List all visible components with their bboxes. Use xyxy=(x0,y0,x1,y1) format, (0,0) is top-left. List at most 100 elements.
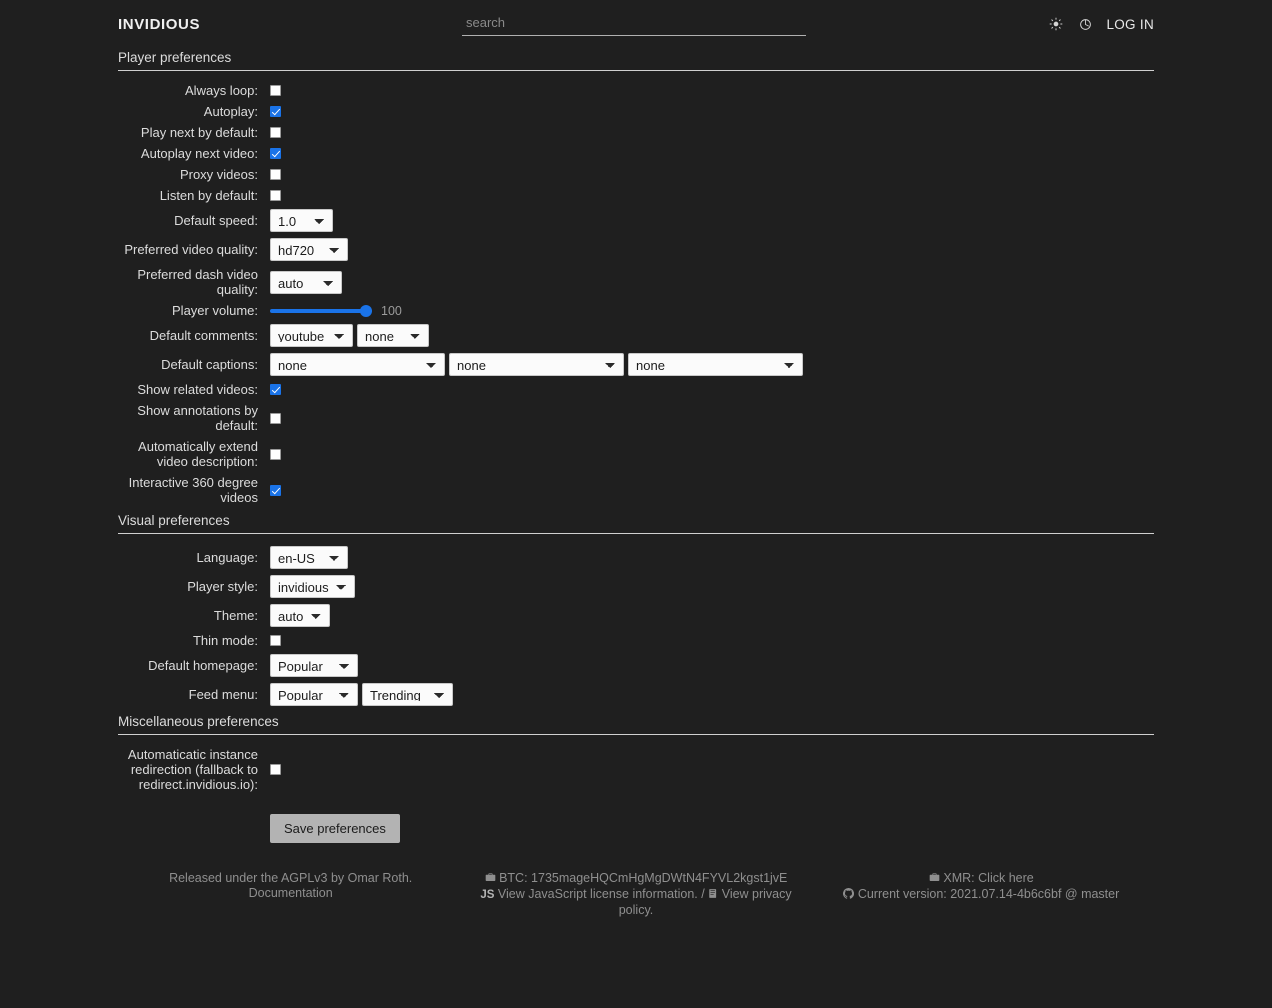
select-captions-2[interactable]: none xyxy=(449,353,624,376)
checkbox-interactive-360[interactable] xyxy=(270,484,281,496)
select-dash-quality[interactable]: auto xyxy=(270,270,342,294)
footer-btc-label: BTC: xyxy=(499,871,528,885)
preferences-page: Player preferences Always loop: Autoplay… xyxy=(0,48,1272,843)
login-link[interactable]: LOG IN xyxy=(1106,16,1154,32)
sun-icon[interactable] xyxy=(1048,16,1064,32)
select-theme[interactable]: auto xyxy=(270,604,330,627)
label-play-next: Play next by default: xyxy=(140,125,258,140)
select-comments-primary[interactable]: youtube xyxy=(270,324,353,347)
label-extend-description: Automatically extend video description: xyxy=(138,439,258,469)
navbar-left: INVIDIOUS xyxy=(0,16,352,33)
select-default-speed[interactable]: 1.0 xyxy=(270,209,333,232)
pref-row-autoplay: Autoplay: xyxy=(118,104,1154,119)
label-related-videos: Show related videos: xyxy=(137,382,258,397)
briefcase-icon xyxy=(485,872,496,887)
pref-row-proxy-videos: Proxy videos: xyxy=(118,167,1154,182)
navbar-center xyxy=(352,12,1048,36)
pref-row-dash-quality: Preferred dash video quality: auto xyxy=(118,267,1154,297)
pref-row-player-style: Player style: invidious xyxy=(118,575,1154,598)
footer-btc-address[interactable]: 1735mageHQCmHgMgDWtN4FYVL2kgst1jvE xyxy=(531,871,788,885)
brand-logo[interactable]: INVIDIOUS xyxy=(118,15,201,33)
pref-row-autoplay-next: Autoplay next video: xyxy=(118,146,1154,161)
label-default-speed: Default speed: xyxy=(174,213,258,228)
footer-version-link[interactable]: Current version: 2021.07.14-4b6c6bf @ ma… xyxy=(857,887,1120,901)
section-title-misc: Miscellaneous preferences xyxy=(118,712,1154,735)
navbar: INVIDIOUS LOG IN xyxy=(0,0,1272,46)
footer-separator: / xyxy=(701,887,705,901)
pref-row-listen-default: Listen by default: xyxy=(118,188,1154,203)
pref-row-feed-menu: Feed menu: Popular Trending xyxy=(118,683,1154,706)
label-listen-default: Listen by default: xyxy=(159,188,258,203)
checkbox-autoplay[interactable] xyxy=(270,106,281,117)
select-video-quality[interactable]: hd720 xyxy=(270,238,348,261)
label-comments: Default comments: xyxy=(149,328,258,343)
pref-row-default-speed: Default speed: 1.0 xyxy=(118,209,1154,232)
save-preferences-button[interactable]: Save preferences xyxy=(270,814,400,843)
label-theme: Theme: xyxy=(213,608,258,623)
label-autoplay: Autoplay: xyxy=(203,104,258,119)
select-feed-menu-1[interactable]: Popular xyxy=(270,683,358,706)
label-dash-quality: Preferred dash video quality: xyxy=(137,267,258,297)
save-row: Save preferences xyxy=(118,814,1154,843)
checkbox-listen-default[interactable] xyxy=(270,190,281,201)
checkbox-extend-description[interactable] xyxy=(270,448,281,460)
footer-license-text: Released under the AGPLv3 by Omar Roth. xyxy=(169,871,413,885)
label-autoplay-next: Autoplay next video: xyxy=(140,146,258,161)
footer-btc-column: BTC: 1735mageHQCmHgMgDWtN4FYVL2kgst1jvE … xyxy=(463,871,808,918)
pref-row-theme: Theme: auto xyxy=(118,604,1154,627)
pref-row-annotations: Show annotations by default: xyxy=(118,403,1154,433)
pref-row-video-quality: Preferred video quality: hd720 xyxy=(118,238,1154,261)
volume-value: 100 xyxy=(381,303,402,318)
checkbox-thin-mode[interactable] xyxy=(270,635,281,646)
label-proxy-videos: Proxy videos: xyxy=(179,167,258,182)
select-captions-1[interactable]: none xyxy=(270,353,445,376)
pref-row-comments: Default comments: youtube none xyxy=(118,324,1154,347)
pref-row-always-loop: Always loop: xyxy=(118,83,1154,98)
footer-js-license-link[interactable]: View JavaScript license information. xyxy=(497,887,698,901)
footer-xmr-label: XMR: xyxy=(943,871,975,885)
select-captions-3[interactable]: none xyxy=(628,353,803,376)
footer-privacy-link[interactable]: View privacy policy. xyxy=(618,887,792,917)
label-auto-redirect: Automaticatic instance redirection (fall… xyxy=(127,747,258,792)
slider-player-volume[interactable] xyxy=(270,304,372,317)
label-language: Language: xyxy=(196,550,258,565)
label-thin-mode: Thin mode: xyxy=(192,633,258,648)
footer: Released under the AGPLv3 by Omar Roth. … xyxy=(0,871,1272,918)
checkbox-related-videos[interactable] xyxy=(270,384,281,395)
label-interactive-360: Interactive 360 degree videos xyxy=(128,475,258,505)
select-player-style[interactable]: invidious xyxy=(270,575,355,598)
pref-row-auto-redirect: Automaticatic instance redirection (fall… xyxy=(118,747,1154,792)
label-captions: Default captions: xyxy=(161,357,258,372)
checkbox-play-next[interactable] xyxy=(270,127,281,138)
pref-row-captions: Default captions: none none none xyxy=(118,353,1154,376)
book-icon xyxy=(708,888,718,903)
section-title-visual: Visual preferences xyxy=(118,511,1154,534)
label-player-style: Player style: xyxy=(187,579,258,594)
label-homepage: Default homepage: xyxy=(148,658,258,673)
checkbox-autoplay-next[interactable] xyxy=(270,148,281,159)
label-always-loop: Always loop: xyxy=(185,83,258,98)
label-volume: Player volume: xyxy=(172,303,258,318)
search-input[interactable] xyxy=(462,12,806,36)
select-default-homepage[interactable]: Popular xyxy=(270,654,358,677)
select-comments-fallback[interactable]: none xyxy=(357,324,429,347)
footer-xmr-column: XMR: Click here Current version: 2021.07… xyxy=(809,871,1154,918)
checkbox-auto-redirect[interactable] xyxy=(270,764,281,775)
select-language[interactable]: en-US xyxy=(270,546,348,569)
checkbox-proxy-videos[interactable] xyxy=(270,169,281,180)
select-feed-menu-2[interactable]: Trending xyxy=(362,683,453,706)
pref-row-language: Language: en-US xyxy=(118,546,1154,569)
checkbox-always-loop[interactable] xyxy=(270,85,281,96)
section-title-player: Player preferences xyxy=(118,48,1154,71)
gear-icon[interactable] xyxy=(1077,16,1093,32)
pref-row-play-next: Play next by default: xyxy=(118,125,1154,140)
footer-documentation-link[interactable]: Documentation xyxy=(248,886,333,900)
label-video-quality: Preferred video quality: xyxy=(124,242,258,257)
briefcase-icon xyxy=(929,872,940,887)
javascript-badge-icon: JS xyxy=(480,889,495,901)
footer-xmr-link[interactable]: Click here xyxy=(978,871,1034,885)
pref-row-homepage: Default homepage: Popular xyxy=(118,654,1154,677)
checkbox-annotations[interactable] xyxy=(270,412,281,424)
pref-row-related-videos: Show related videos: xyxy=(118,382,1154,397)
navbar-right: LOG IN xyxy=(1048,16,1272,32)
